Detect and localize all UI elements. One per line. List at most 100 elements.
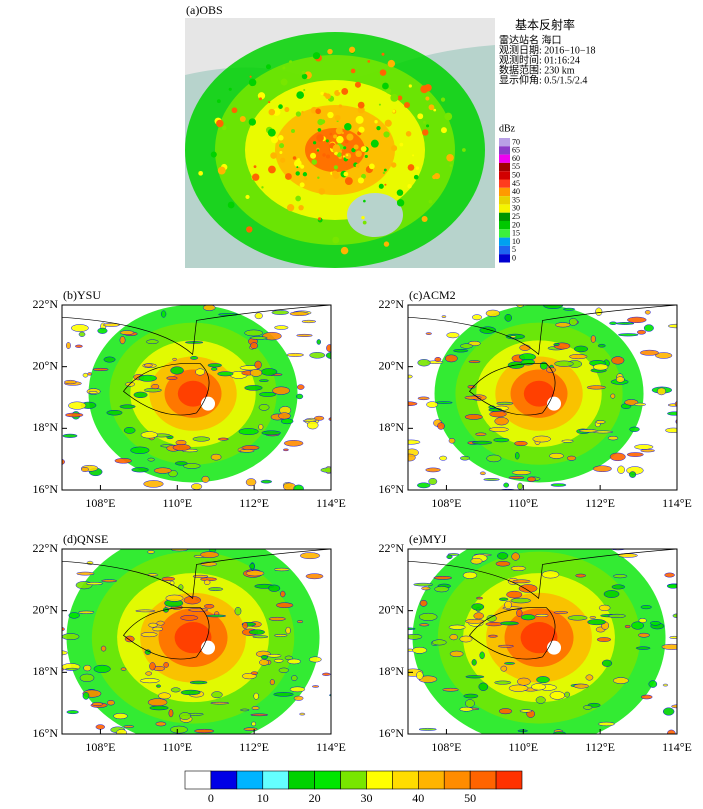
band (666, 583, 677, 589)
band (640, 694, 653, 700)
echo-speck (383, 241, 390, 247)
band (664, 572, 675, 578)
echo-speck (248, 118, 257, 126)
band (95, 724, 105, 730)
band (334, 605, 347, 608)
band (519, 344, 531, 351)
band (306, 421, 319, 430)
band (278, 412, 291, 420)
band (496, 401, 514, 405)
echo-speck (432, 174, 437, 180)
band (268, 584, 281, 592)
band (271, 310, 290, 315)
band (527, 476, 536, 482)
echo-speck (303, 89, 306, 92)
band (283, 440, 304, 447)
obs-info: 雷达站名 海口 (499, 33, 562, 46)
echo-speck (284, 107, 290, 113)
scale-label: 45 (512, 179, 520, 188)
band (537, 295, 547, 299)
band (245, 478, 257, 487)
coast (408, 549, 677, 660)
map-panel: (d)QNSE 108°E 110°E 112°E 114°E 16°N 18°N 20°N 2… (33, 532, 347, 754)
band (250, 713, 268, 717)
band (694, 468, 703, 473)
band (693, 597, 703, 600)
band (268, 616, 286, 621)
frame (61, 548, 332, 735)
band (479, 651, 485, 660)
band (260, 368, 278, 376)
band (192, 574, 209, 579)
band (125, 381, 135, 387)
band (245, 570, 265, 577)
echo-speck (318, 188, 326, 195)
band (249, 369, 263, 377)
field (62, 549, 347, 742)
scale-box (499, 146, 510, 155)
band (198, 492, 210, 495)
echo-speck (301, 110, 304, 114)
band (541, 570, 560, 579)
band (244, 385, 263, 391)
band (689, 607, 703, 613)
band (172, 444, 191, 451)
echo-speck (248, 78, 257, 87)
band (626, 452, 644, 457)
band (579, 533, 590, 537)
band (471, 603, 485, 611)
echo-speck (417, 113, 424, 120)
echo-speck (268, 108, 276, 116)
band (70, 324, 89, 332)
band (216, 738, 234, 742)
band (624, 624, 631, 629)
band (260, 654, 268, 660)
band (435, 401, 453, 404)
band (561, 439, 574, 443)
colorbar-box (236, 770, 264, 790)
band (273, 658, 284, 663)
echo-speck (217, 166, 226, 175)
scale-label: 15 (512, 229, 520, 238)
band (567, 492, 586, 495)
y-tick-label: 22°N (33, 541, 59, 555)
echo-speck (325, 139, 329, 143)
band (609, 321, 618, 325)
band (119, 330, 135, 335)
band (517, 677, 531, 686)
eye (547, 396, 562, 411)
echo-speck (295, 171, 300, 176)
scale-box (499, 212, 510, 221)
band (522, 761, 527, 767)
band (130, 446, 150, 454)
band (692, 646, 703, 654)
echo-speck (405, 131, 412, 137)
band (499, 597, 509, 601)
band (459, 455, 470, 461)
scale-box (499, 254, 510, 263)
echo-speck (300, 164, 305, 169)
band (78, 331, 86, 337)
colorbar-label: 10 (257, 791, 269, 805)
scale-label: 55 (512, 162, 520, 171)
echo-speck (390, 162, 397, 168)
band (143, 363, 153, 368)
band (671, 704, 677, 709)
scale-box (499, 204, 510, 213)
eye (201, 640, 216, 655)
obs-title: 基本反射率 (515, 17, 575, 32)
band (408, 627, 416, 631)
band (123, 725, 135, 728)
band (437, 422, 445, 430)
band (148, 622, 158, 628)
echo-speck (462, 148, 466, 152)
colorbar-label: 30 (360, 791, 372, 805)
band (464, 395, 482, 400)
echo-speck (357, 101, 365, 109)
coast (62, 549, 331, 660)
scale-label: 10 (512, 237, 520, 246)
x-tick-label: 114°E (316, 496, 346, 510)
band (276, 602, 294, 608)
band (192, 436, 211, 442)
echo-speck (265, 64, 272, 70)
